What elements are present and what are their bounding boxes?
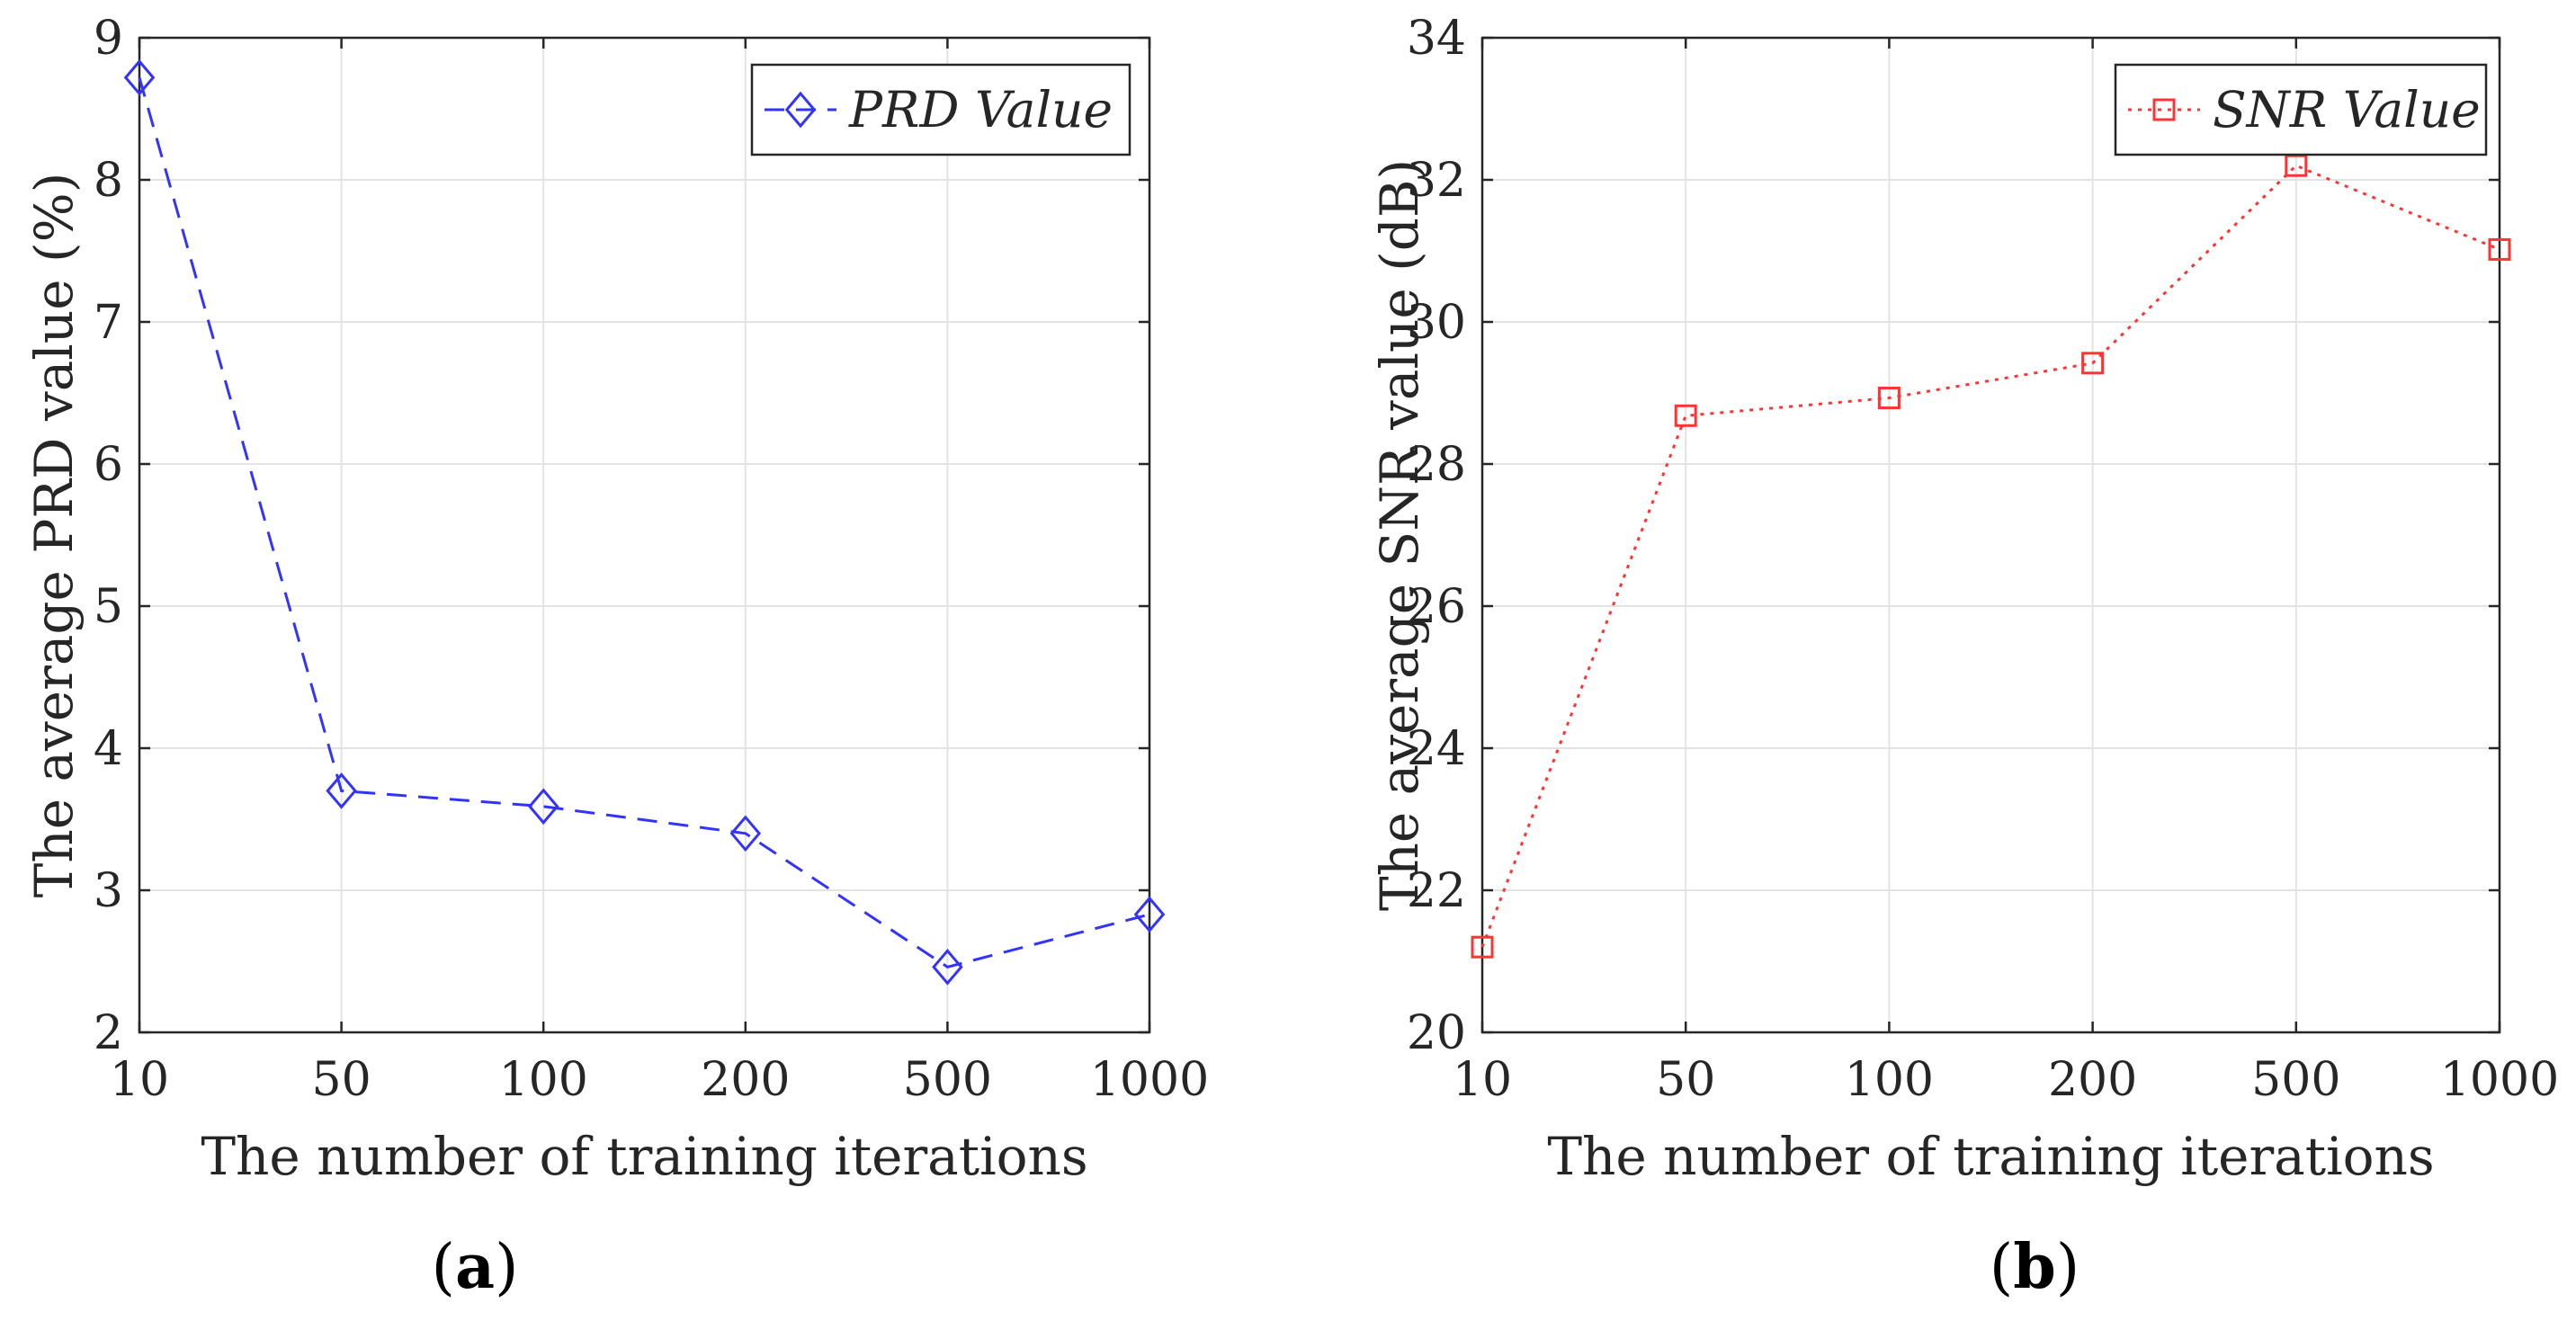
panel-label-suffix: ) bbox=[2056, 1232, 2080, 1303]
legend-marker-diamond bbox=[784, 91, 817, 129]
series-line bbox=[138, 76, 1150, 968]
panel-label-prefix: ( bbox=[431, 1232, 455, 1303]
legend-entry: PRD Value bbox=[848, 81, 1113, 138]
data-point-diamond bbox=[326, 772, 357, 809]
y-tick-label: 8 bbox=[94, 154, 123, 208]
x-tick-label: 100 bbox=[499, 1053, 588, 1107]
x-tick-label: 10 bbox=[1453, 1053, 1512, 1107]
data-point-square bbox=[1877, 387, 1901, 410]
x-tick-label: 100 bbox=[1845, 1053, 1934, 1107]
panel-label-suffix: ) bbox=[495, 1232, 519, 1303]
x-tick-label: 50 bbox=[1656, 1053, 1715, 1107]
x-tick-label: 1000 bbox=[2440, 1053, 2559, 1107]
y-tick-label: 28 bbox=[1407, 438, 1466, 492]
series-line bbox=[1480, 164, 2500, 948]
y-tick-label: 26 bbox=[1407, 580, 1466, 634]
y-tick-label: 30 bbox=[1407, 296, 1466, 350]
data-point-diamond bbox=[932, 949, 963, 986]
x-tick-label: 1000 bbox=[1090, 1053, 1209, 1107]
x-tick-label: 50 bbox=[312, 1053, 371, 1107]
y-tick-label: 9 bbox=[94, 12, 123, 66]
panel-label-letter: a bbox=[455, 1231, 495, 1303]
y-tick-label: 34 bbox=[1407, 12, 1466, 66]
y-tick-label: 22 bbox=[1407, 864, 1466, 918]
data-point-square bbox=[2081, 352, 2105, 375]
data-point-square bbox=[2488, 237, 2511, 261]
y-tick-label: 32 bbox=[1407, 154, 1466, 208]
y-axis-label: The average PRD value (%) bbox=[23, 173, 85, 898]
x-axis-label: The number of training iterations bbox=[1547, 1126, 2434, 1187]
data-point-diamond bbox=[729, 815, 762, 852]
panel-label: (b) bbox=[1990, 1231, 2080, 1303]
y-tick-label: 6 bbox=[94, 438, 123, 492]
y-tick-label: 4 bbox=[94, 722, 123, 776]
y-tick-label: 7 bbox=[94, 296, 123, 350]
axes-box bbox=[1480, 36, 2501, 1034]
y-axis-label: The average SNR value (dB) bbox=[1369, 159, 1430, 911]
legend-marker-square bbox=[2152, 98, 2176, 121]
data-point-square bbox=[1471, 935, 1494, 959]
x-tick-label: 500 bbox=[903, 1053, 992, 1107]
data-point-diamond bbox=[1133, 896, 1166, 933]
x-tick-label: 500 bbox=[2251, 1053, 2340, 1107]
data-point-diamond bbox=[527, 788, 559, 826]
panel-label-letter: b bbox=[2013, 1231, 2056, 1303]
panel-b-chart: 10 50 100 200 500 1000 20 22 24 26 28 30 32 34 The num… bbox=[1369, 12, 2559, 1303]
legend-box bbox=[2114, 63, 2488, 156]
axes-box bbox=[138, 36, 1151, 1034]
panel-label: (a) bbox=[431, 1231, 518, 1303]
y-tick-label: 2 bbox=[94, 1006, 123, 1060]
y-tick-label: 5 bbox=[94, 580, 123, 634]
data-point-square bbox=[1674, 404, 1697, 427]
x-tick-label: 200 bbox=[2048, 1053, 2137, 1107]
data-point-diamond bbox=[123, 58, 156, 96]
y-tick-label: 24 bbox=[1407, 722, 1466, 776]
y-tick-label: 20 bbox=[1407, 1006, 1466, 1060]
legend-entry: SNR Value bbox=[2213, 81, 2481, 138]
panel-label-prefix: ( bbox=[1990, 1232, 2014, 1303]
panel-a-chart: 10 50 100 200 500 1000 2 3 4 5 6 7 8 9 The number of t… bbox=[23, 12, 1209, 1303]
x-tick-label: 200 bbox=[701, 1053, 790, 1107]
x-tick-label: 10 bbox=[110, 1053, 169, 1107]
x-axis-label: The number of training iterations bbox=[201, 1126, 1087, 1187]
y-tick-label: 3 bbox=[94, 864, 123, 918]
